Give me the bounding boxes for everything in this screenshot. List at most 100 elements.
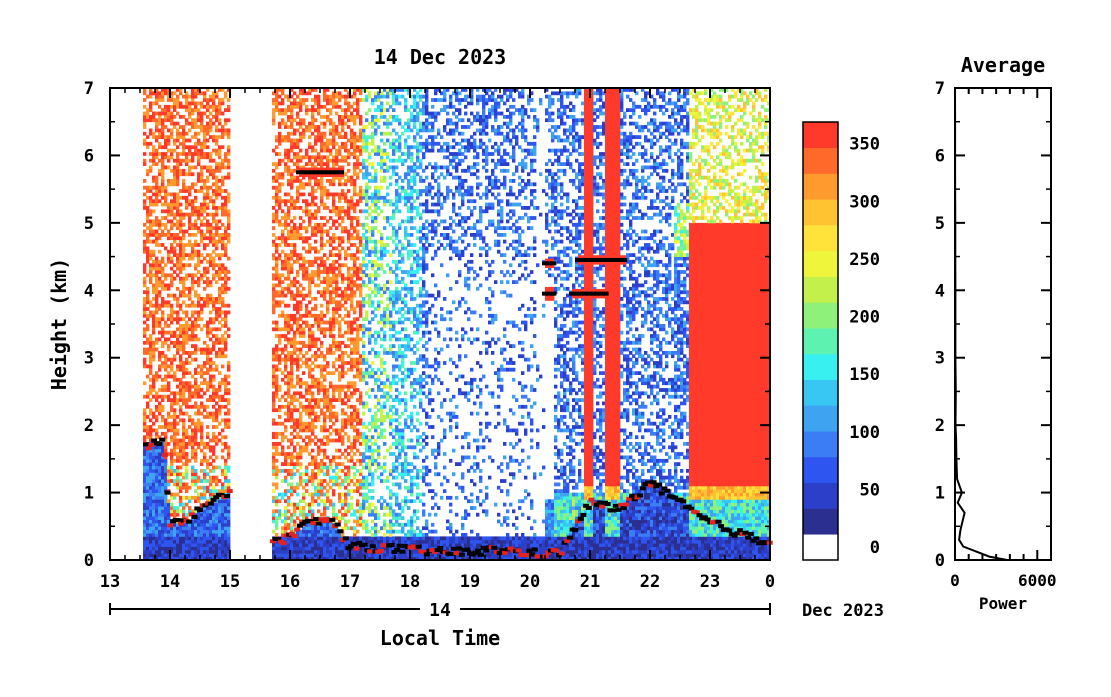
heatmap-cell [152, 465, 156, 470]
heatmap-cell [185, 556, 189, 561]
heatmap-cell [176, 182, 180, 187]
heatmap-cell [275, 327, 279, 332]
heatmap-cell [197, 259, 201, 264]
heatmap-cell [143, 418, 147, 423]
heatmap-cell [356, 448, 360, 453]
heatmap-cell [203, 549, 207, 554]
heatmap-cell [173, 276, 177, 281]
heatmap-cell [206, 458, 210, 463]
heatmap-cell [185, 469, 189, 473]
heatmap-cell [227, 236, 231, 241]
heatmap-cell [314, 303, 318, 308]
heatmap-cell [302, 549, 306, 554]
heatmap-cell [323, 546, 327, 551]
heatmap-cell [227, 276, 231, 281]
heatmap-cell [227, 499, 231, 504]
heatmap-cell [326, 266, 330, 271]
heatmap-cell [353, 280, 357, 284]
heatmap-cell [296, 233, 300, 237]
heatmap-cell [194, 263, 198, 268]
heatmap-cell [146, 293, 150, 298]
heatmap-cell [194, 317, 198, 322]
heatmap-cell [326, 233, 330, 237]
heatmap-cell [329, 556, 333, 561]
heatmap-cell [293, 502, 297, 507]
heatmap-cell [152, 455, 156, 460]
heatmap-cell [302, 492, 306, 497]
heatmap-cell [350, 512, 354, 517]
heatmap-cell [224, 91, 228, 96]
heatmap-cell [179, 243, 183, 247]
heatmap-cell [143, 303, 147, 308]
heatmap-cell [293, 320, 297, 325]
heatmap-cell [278, 492, 282, 497]
heatmap-cell [182, 495, 186, 500]
heatmap-cell [212, 398, 216, 402]
heatmap-cell [161, 394, 165, 399]
heatmap-cell [221, 135, 225, 139]
heatmap-cell [350, 367, 354, 372]
heatmap-cell [281, 216, 285, 220]
heatmap-cell [161, 482, 165, 487]
heatmap-cell [209, 381, 213, 386]
heatmap-cell [341, 408, 345, 413]
heatmap-cell [329, 462, 333, 466]
heatmap-cell [161, 266, 165, 271]
heatmap-cell [209, 479, 213, 483]
heatmap-cell [332, 286, 336, 291]
heatmap-cell [284, 404, 288, 409]
heatmap-cell [182, 263, 186, 268]
heatmap-cell [197, 536, 201, 541]
heatmap-cell [194, 546, 198, 551]
heatmap-cell [173, 172, 177, 177]
heatmap-cell [206, 104, 210, 109]
heatmap-cell [284, 529, 288, 534]
heatmap-cell [296, 192, 300, 197]
heatmap-cell [194, 556, 198, 561]
heatmap-cell [149, 391, 153, 396]
heatmap-cell [194, 411, 198, 416]
heatmap-cell [341, 229, 345, 234]
heatmap-cell [317, 472, 321, 477]
heatmap-cell [200, 239, 204, 244]
heatmap-cell [314, 229, 318, 234]
heatmap-cell [218, 529, 222, 534]
heatmap-cell [305, 266, 309, 271]
heatmap-cell [167, 512, 171, 517]
heatmap-cell [179, 398, 183, 402]
heatmap-cell [197, 249, 201, 254]
heatmap-cell [317, 519, 321, 524]
heatmap-cell [143, 340, 147, 345]
heatmap-cell [224, 155, 228, 160]
heatmap-cell [143, 452, 147, 456]
heatmap-cell [347, 330, 351, 335]
heatmap-cell [350, 553, 354, 558]
heatmap-cell [149, 526, 153, 531]
heatmap-cell [149, 94, 153, 99]
heatmap-cell [146, 239, 150, 244]
heatmap-cell [170, 236, 174, 241]
heatmap-cell [182, 421, 186, 426]
heatmap-cell [281, 138, 285, 143]
heatmap-cell [311, 529, 315, 534]
heatmap-cell [176, 236, 180, 241]
heatmap-cell [332, 259, 336, 264]
heatmap-cell [227, 172, 231, 177]
heatmap-cell [188, 273, 192, 278]
heatmap-cell [296, 236, 300, 241]
heatmap-cell [161, 398, 165, 402]
heatmap-cell [221, 253, 225, 257]
heatmap-cell [176, 533, 180, 537]
heatmap-cell [293, 280, 297, 284]
heatmap-cell [209, 522, 213, 527]
heatmap-cell [149, 202, 153, 207]
heatmap-cell [155, 125, 159, 129]
heatmap-cell [224, 202, 228, 207]
heatmap-cell [200, 111, 204, 116]
heatmap-cell [314, 135, 318, 139]
heatmap-cell [293, 506, 297, 510]
heatmap-cell [347, 553, 351, 558]
heatmap-cell [329, 290, 333, 295]
heatmap-cell [224, 236, 228, 241]
heatmap-cell [278, 121, 282, 126]
